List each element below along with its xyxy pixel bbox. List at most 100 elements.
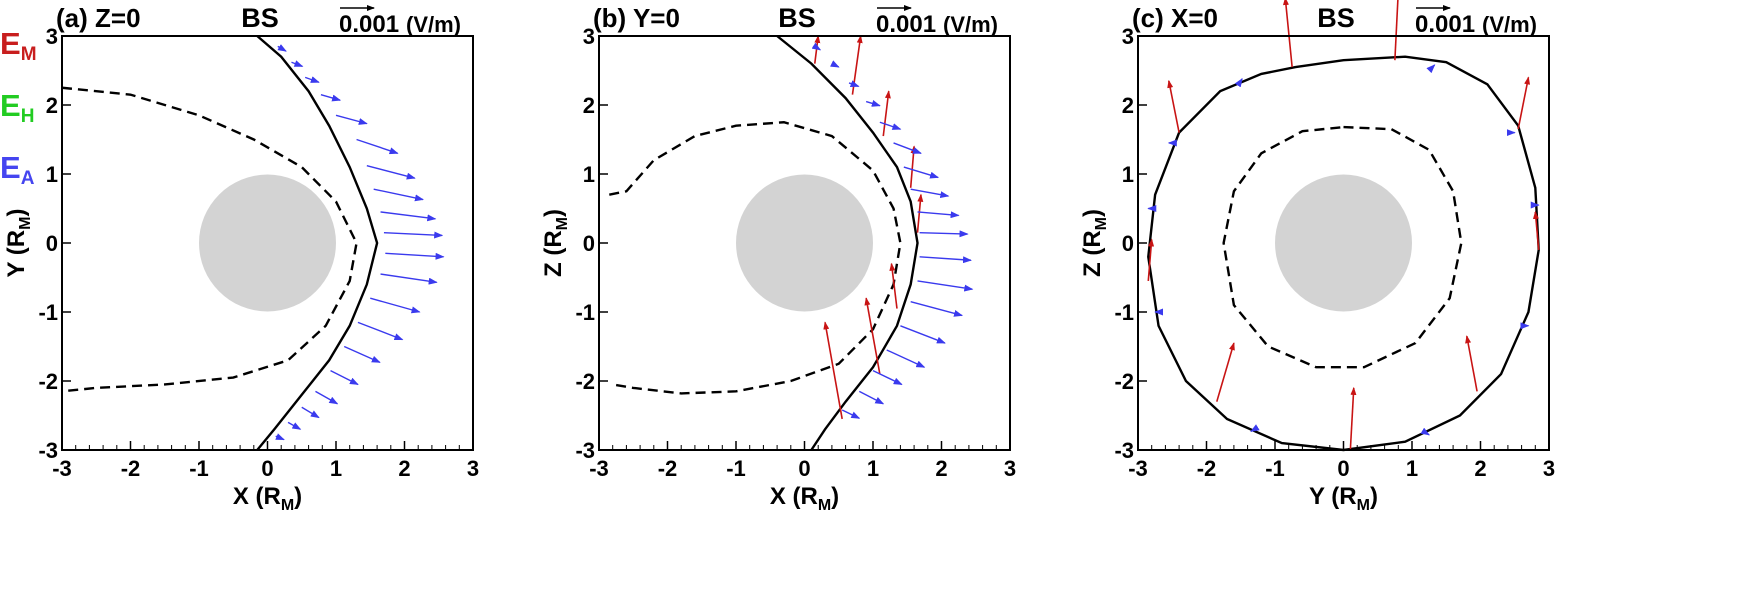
ea-vector-6	[366, 165, 416, 180]
ea-vector-4	[335, 114, 368, 125]
em-vector-2	[882, 90, 891, 137]
ea-vector-12	[370, 297, 421, 314]
ea-vector-18	[287, 421, 302, 430]
x-axis-label-text: X (R	[770, 483, 818, 510]
ea-vector-25	[841, 409, 861, 419]
x-tick-label: 2	[1474, 456, 1486, 481]
y-tick-label: -3	[38, 438, 58, 463]
y-tick-label: -2	[38, 369, 58, 394]
ea-vector-11	[380, 273, 438, 285]
bow-shock-curve	[776, 35, 919, 451]
ea-vector-24	[858, 390, 885, 405]
y-tick-label: -2	[575, 369, 595, 394]
y-tick-label: -3	[575, 438, 595, 463]
x-tick-label: 3	[1004, 456, 1016, 481]
y-tick-label: 3	[1122, 24, 1134, 49]
y-tick-label: -2	[1114, 369, 1134, 394]
x-tick-label: 0	[261, 456, 273, 481]
em-vector-8	[1349, 386, 1357, 451]
em-vector-6	[864, 297, 881, 375]
legend-eh-symbol: E	[0, 88, 21, 123]
x-tick-label: 1	[1406, 456, 1418, 481]
em-vector-7	[1465, 335, 1478, 392]
y-tick-label: 3	[583, 24, 595, 49]
ea-vector-9	[383, 231, 444, 239]
ea-vector-15	[330, 370, 359, 386]
ea-vector-9	[830, 60, 840, 68]
ea-vector-12	[1426, 64, 1436, 74]
y-axis-label-close: )	[540, 209, 567, 217]
x-tick-label: 0	[798, 456, 810, 481]
ea-vector-11	[1234, 77, 1243, 88]
y-tick-label: 0	[583, 231, 595, 256]
x-axis-label-sub: M	[281, 497, 294, 514]
ea-vector-16	[315, 390, 339, 405]
legend-item-ea: EA	[0, 152, 34, 188]
reference-value: 0.001	[876, 11, 936, 38]
x-axis-label: X (RM)	[770, 483, 839, 514]
y-tick-label: -3	[1114, 438, 1134, 463]
em-vector-6	[1216, 342, 1235, 402]
magnetopause-curve	[61, 86, 358, 393]
magnetopause-curve	[609, 121, 902, 395]
em-vector-4	[916, 193, 924, 233]
ea-vector-13	[357, 321, 404, 341]
x-axis-label-sub: M	[1357, 497, 1370, 514]
planet-disk	[1275, 174, 1412, 312]
em-vector-3	[909, 145, 917, 188]
ea-vector-18	[919, 256, 972, 264]
y-axis-label-sub: M	[554, 217, 571, 230]
ea-vector-14	[903, 166, 940, 179]
x-axis-label-close: )	[294, 483, 302, 510]
reference-value: 0.001	[339, 11, 399, 38]
magnetopause-curve	[1222, 125, 1463, 369]
x-tick-label: 2	[935, 456, 947, 481]
panel-title: (b) Y=0	[593, 3, 680, 33]
ea-vector-8	[811, 42, 822, 51]
x-tick-label: -1	[1265, 456, 1285, 481]
planet-disk	[736, 174, 873, 312]
y-axis-label: Y (RM)	[3, 209, 34, 278]
ea-vector-19	[275, 433, 285, 441]
x-tick-label: -2	[121, 456, 141, 481]
y-axis-label-text: Z (R	[1079, 230, 1106, 277]
ea-vector-7	[373, 188, 424, 202]
legend-em-sub: M	[20, 44, 37, 65]
reference-unit: (V/m)	[943, 12, 998, 37]
x-tick-label: -1	[189, 456, 209, 481]
x-tick-label: 1	[867, 456, 879, 481]
bow-shock-curve	[256, 35, 379, 451]
ea-vector-5	[356, 138, 399, 155]
ea-vector-12	[879, 121, 902, 130]
x-axis-label-close: )	[1370, 483, 1378, 510]
ea-vector-15	[910, 188, 950, 199]
y-axis-label-close: )	[1079, 209, 1106, 217]
y-tick-label: -1	[38, 300, 58, 325]
panel-title: (c) X=0	[1132, 3, 1218, 33]
ea-vector-8	[380, 211, 437, 222]
ea-vector-13	[893, 142, 922, 154]
y-axis-label: Z (RM)	[540, 209, 571, 277]
em-vector-5	[889, 262, 898, 309]
y-tick-label: 1	[1122, 162, 1134, 187]
ea-vector-1	[291, 60, 304, 68]
reference-value: 0.001	[1415, 11, 1475, 38]
x-tick-label: -2	[1197, 456, 1217, 481]
y-tick-label: 0	[1122, 231, 1134, 256]
ea-vector-19	[917, 280, 974, 292]
em-vector-2	[1167, 79, 1180, 133]
x-tick-label: 3	[1543, 456, 1555, 481]
y-axis-label-close: )	[3, 209, 30, 217]
ea-vector-22	[886, 349, 926, 368]
ea-vector-17	[1250, 424, 1260, 432]
y-tick-label: 2	[46, 93, 58, 118]
panel-title: (a) Z=0	[56, 3, 141, 33]
y-tick-label: 1	[46, 162, 58, 187]
y-tick-label: -1	[1114, 300, 1134, 325]
ea-vector-17	[301, 406, 320, 419]
x-tick-label: -3	[1128, 456, 1148, 481]
reference-unit: (V/m)	[406, 12, 461, 37]
y-axis-label-text: Y (R	[3, 230, 30, 278]
y-tick-label: 2	[583, 93, 595, 118]
